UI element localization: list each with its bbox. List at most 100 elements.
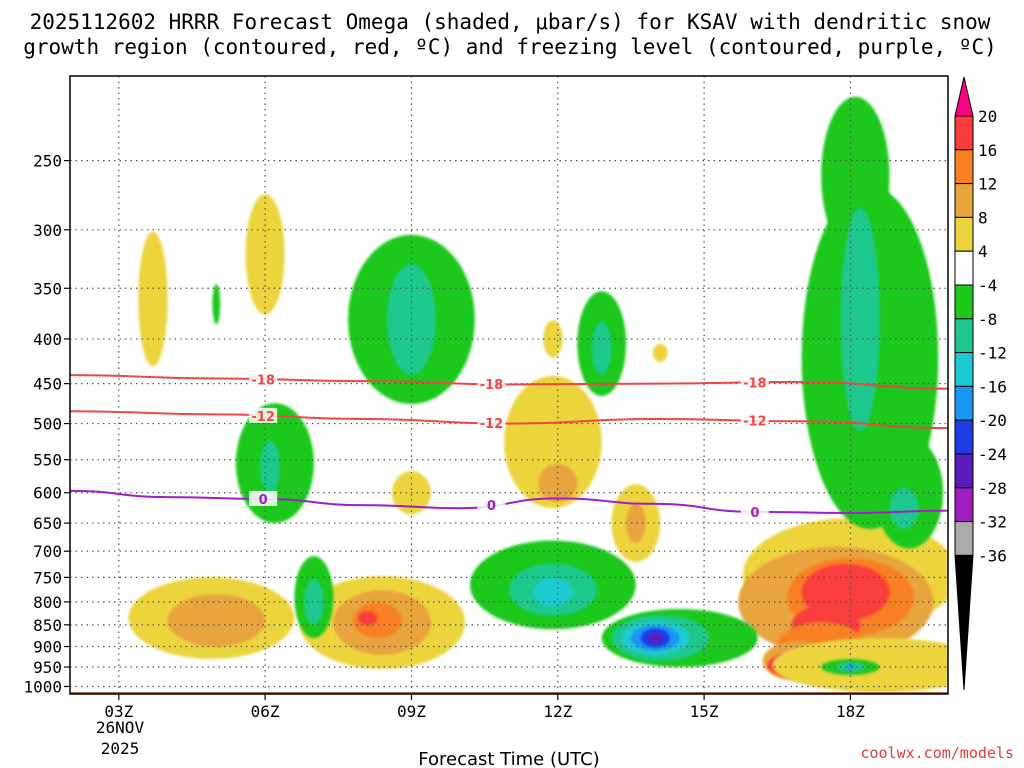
colorbar-segment-6 (954, 284, 974, 320)
y-tick-label-750: 750 (33, 568, 62, 587)
dgz-minus18-label-0: -18 (251, 373, 275, 388)
dgz-minus12-label-bg-2 (740, 412, 769, 428)
dgz-minus18-label-2: -18 (743, 376, 767, 391)
y-tick-label-700: 700 (33, 542, 62, 561)
colorbar-segment-9 (954, 385, 974, 421)
colorbar-top-arrow (954, 76, 974, 117)
x-tick-label-03Z: 03Z (104, 702, 133, 721)
y-tick-label-450: 450 (33, 375, 62, 394)
y-tick-label-650: 650 (33, 514, 62, 533)
omega-cell-8 (626, 503, 646, 543)
omega-cell-3 (504, 375, 602, 509)
colorbar-segment-10 (954, 419, 974, 455)
dgz-minus18-label-1: -18 (480, 378, 504, 393)
colorbar-label-6: -8 (978, 310, 997, 329)
x-tick-label-18Z: 18Z (836, 702, 865, 721)
colorbar-label-3: 8 (978, 208, 988, 227)
colorbar-segment-1 (954, 115, 974, 151)
omega-cell-49 (840, 207, 880, 432)
ground-surface (70, 692, 948, 694)
omega-cell-32 (260, 440, 280, 493)
pressure-axis: 250 300 350 400 450 500 550 600 650 700 750 800 850 9… (23, 152, 70, 696)
plot-frame (69, 75, 949, 695)
dgz-minus18-label-bg-0 (249, 371, 278, 387)
freezing-level-0-label-2: 0 (750, 506, 759, 521)
time-axis: 03Z 06Z 09Z 12Z 15Z 18Z (104, 694, 865, 721)
omega-cell-53 (845, 664, 856, 670)
y-tick-label-500: 500 (33, 415, 62, 434)
colorbar-label-10: -24 (978, 445, 1007, 464)
omega-cell-39 (533, 577, 573, 607)
omega-cell-10 (167, 594, 266, 647)
y-tick-label-300: 300 (33, 221, 62, 240)
x-axis-label: Forecast Time (UTC) (418, 749, 599, 768)
dgz-minus18-label-bg-2 (740, 374, 769, 390)
omega-cell-45 (648, 632, 663, 644)
colorbar-segment-4 (954, 216, 974, 252)
freezing-level-0-label-bg-2 (740, 503, 769, 519)
colorbar-label-8: -16 (978, 377, 1007, 396)
freezing-level-0-label-1: 0 (487, 499, 496, 514)
colorbar-segment-3 (954, 183, 974, 218)
colorbar-label-12: -32 (978, 513, 1007, 532)
freezing-level-0-label-bg-1 (477, 497, 506, 513)
y-tick-label-800: 800 (33, 593, 62, 612)
colorbar-segment-11 (954, 453, 974, 489)
x-tick-label-09Z: 09Z (397, 702, 426, 721)
omega-cell-13 (352, 602, 402, 638)
ground-fill (70, 692, 948, 694)
omega-cell-14 (357, 611, 378, 625)
freezing-level-0-line (70, 489, 948, 515)
y-tick-label-950: 950 (33, 658, 62, 677)
colorbar-segment-7 (954, 318, 974, 354)
y-tick-label-250: 250 (33, 152, 62, 171)
colorbar-segment-8 (954, 352, 974, 387)
chart-title-line-2: growth region (contoured, red, ºC) and f… (23, 35, 997, 59)
colorbar-label-0: 20 (978, 107, 997, 126)
omega-cell-0 (138, 231, 168, 367)
grid-lines (70, 76, 948, 694)
dgz-minus12-label-0: -12 (251, 410, 275, 425)
source-credit: coolwx.com/models (860, 744, 1014, 762)
x-date-day: 26NOV (96, 718, 145, 737)
x-tick-label-06Z: 06Z (251, 702, 280, 721)
freezing-level-0-label-bg-0 (249, 490, 278, 506)
omega-cell-28 (212, 283, 221, 325)
dgz-minus12-line (70, 410, 948, 430)
y-tick-label-550: 550 (33, 451, 62, 470)
colorbar-segment-2 (954, 149, 974, 185)
colorbar-label-7: -12 (978, 344, 1007, 363)
colorbar-label-2: 12 (978, 175, 997, 194)
dgz-minus12-label-bg-1 (477, 415, 506, 431)
colorbar-label-1: 16 (978, 141, 997, 160)
y-tick-label-350: 350 (33, 279, 62, 298)
colorbar-label-11: -28 (978, 479, 1007, 498)
colorbar-legend: 20 16 12 8 4 -4 -8 -12 -16 -20 -24 -28 -32 -36 (954, 76, 1007, 691)
dgz-minus12-label-bg-0 (249, 407, 278, 423)
colorbar-label-13: -36 (978, 546, 1007, 565)
colorbar-segment-13 (954, 521, 974, 556)
y-tick-label-400: 400 (33, 330, 62, 349)
colorbar-bottom-arrow (954, 554, 974, 691)
omega-cell-50 (889, 487, 919, 529)
colorbar-segment-5 (954, 250, 974, 286)
x-date-year: 2025 (101, 739, 140, 758)
omega-cell-47 (821, 96, 890, 255)
omega-cell-6 (652, 343, 668, 362)
x-tick-label-12Z: 12Z (543, 702, 572, 721)
colorbar-label-4: 4 (978, 242, 988, 261)
dgz-minus18-label-bg-1 (477, 376, 506, 392)
chart-title-line-1: 2025112602 HRRR Forecast Omega (shaded, … (30, 10, 991, 34)
dgz-minus12-label-2: -12 (743, 415, 767, 430)
x-tick-label-15Z: 15Z (690, 702, 719, 721)
y-tick-label-850: 850 (33, 616, 62, 635)
colorbar-segment-12 (954, 487, 974, 523)
omega-cell-34 (304, 578, 324, 625)
y-tick-label-900: 900 (33, 638, 62, 657)
y-tick-label-1000: 1000 (23, 677, 62, 696)
omega-cell-36 (591, 321, 612, 376)
dgz-minus12-label-1: -12 (480, 417, 504, 432)
colorbar-label-5: -4 (978, 276, 997, 295)
y-tick-label-600: 600 (33, 484, 62, 503)
